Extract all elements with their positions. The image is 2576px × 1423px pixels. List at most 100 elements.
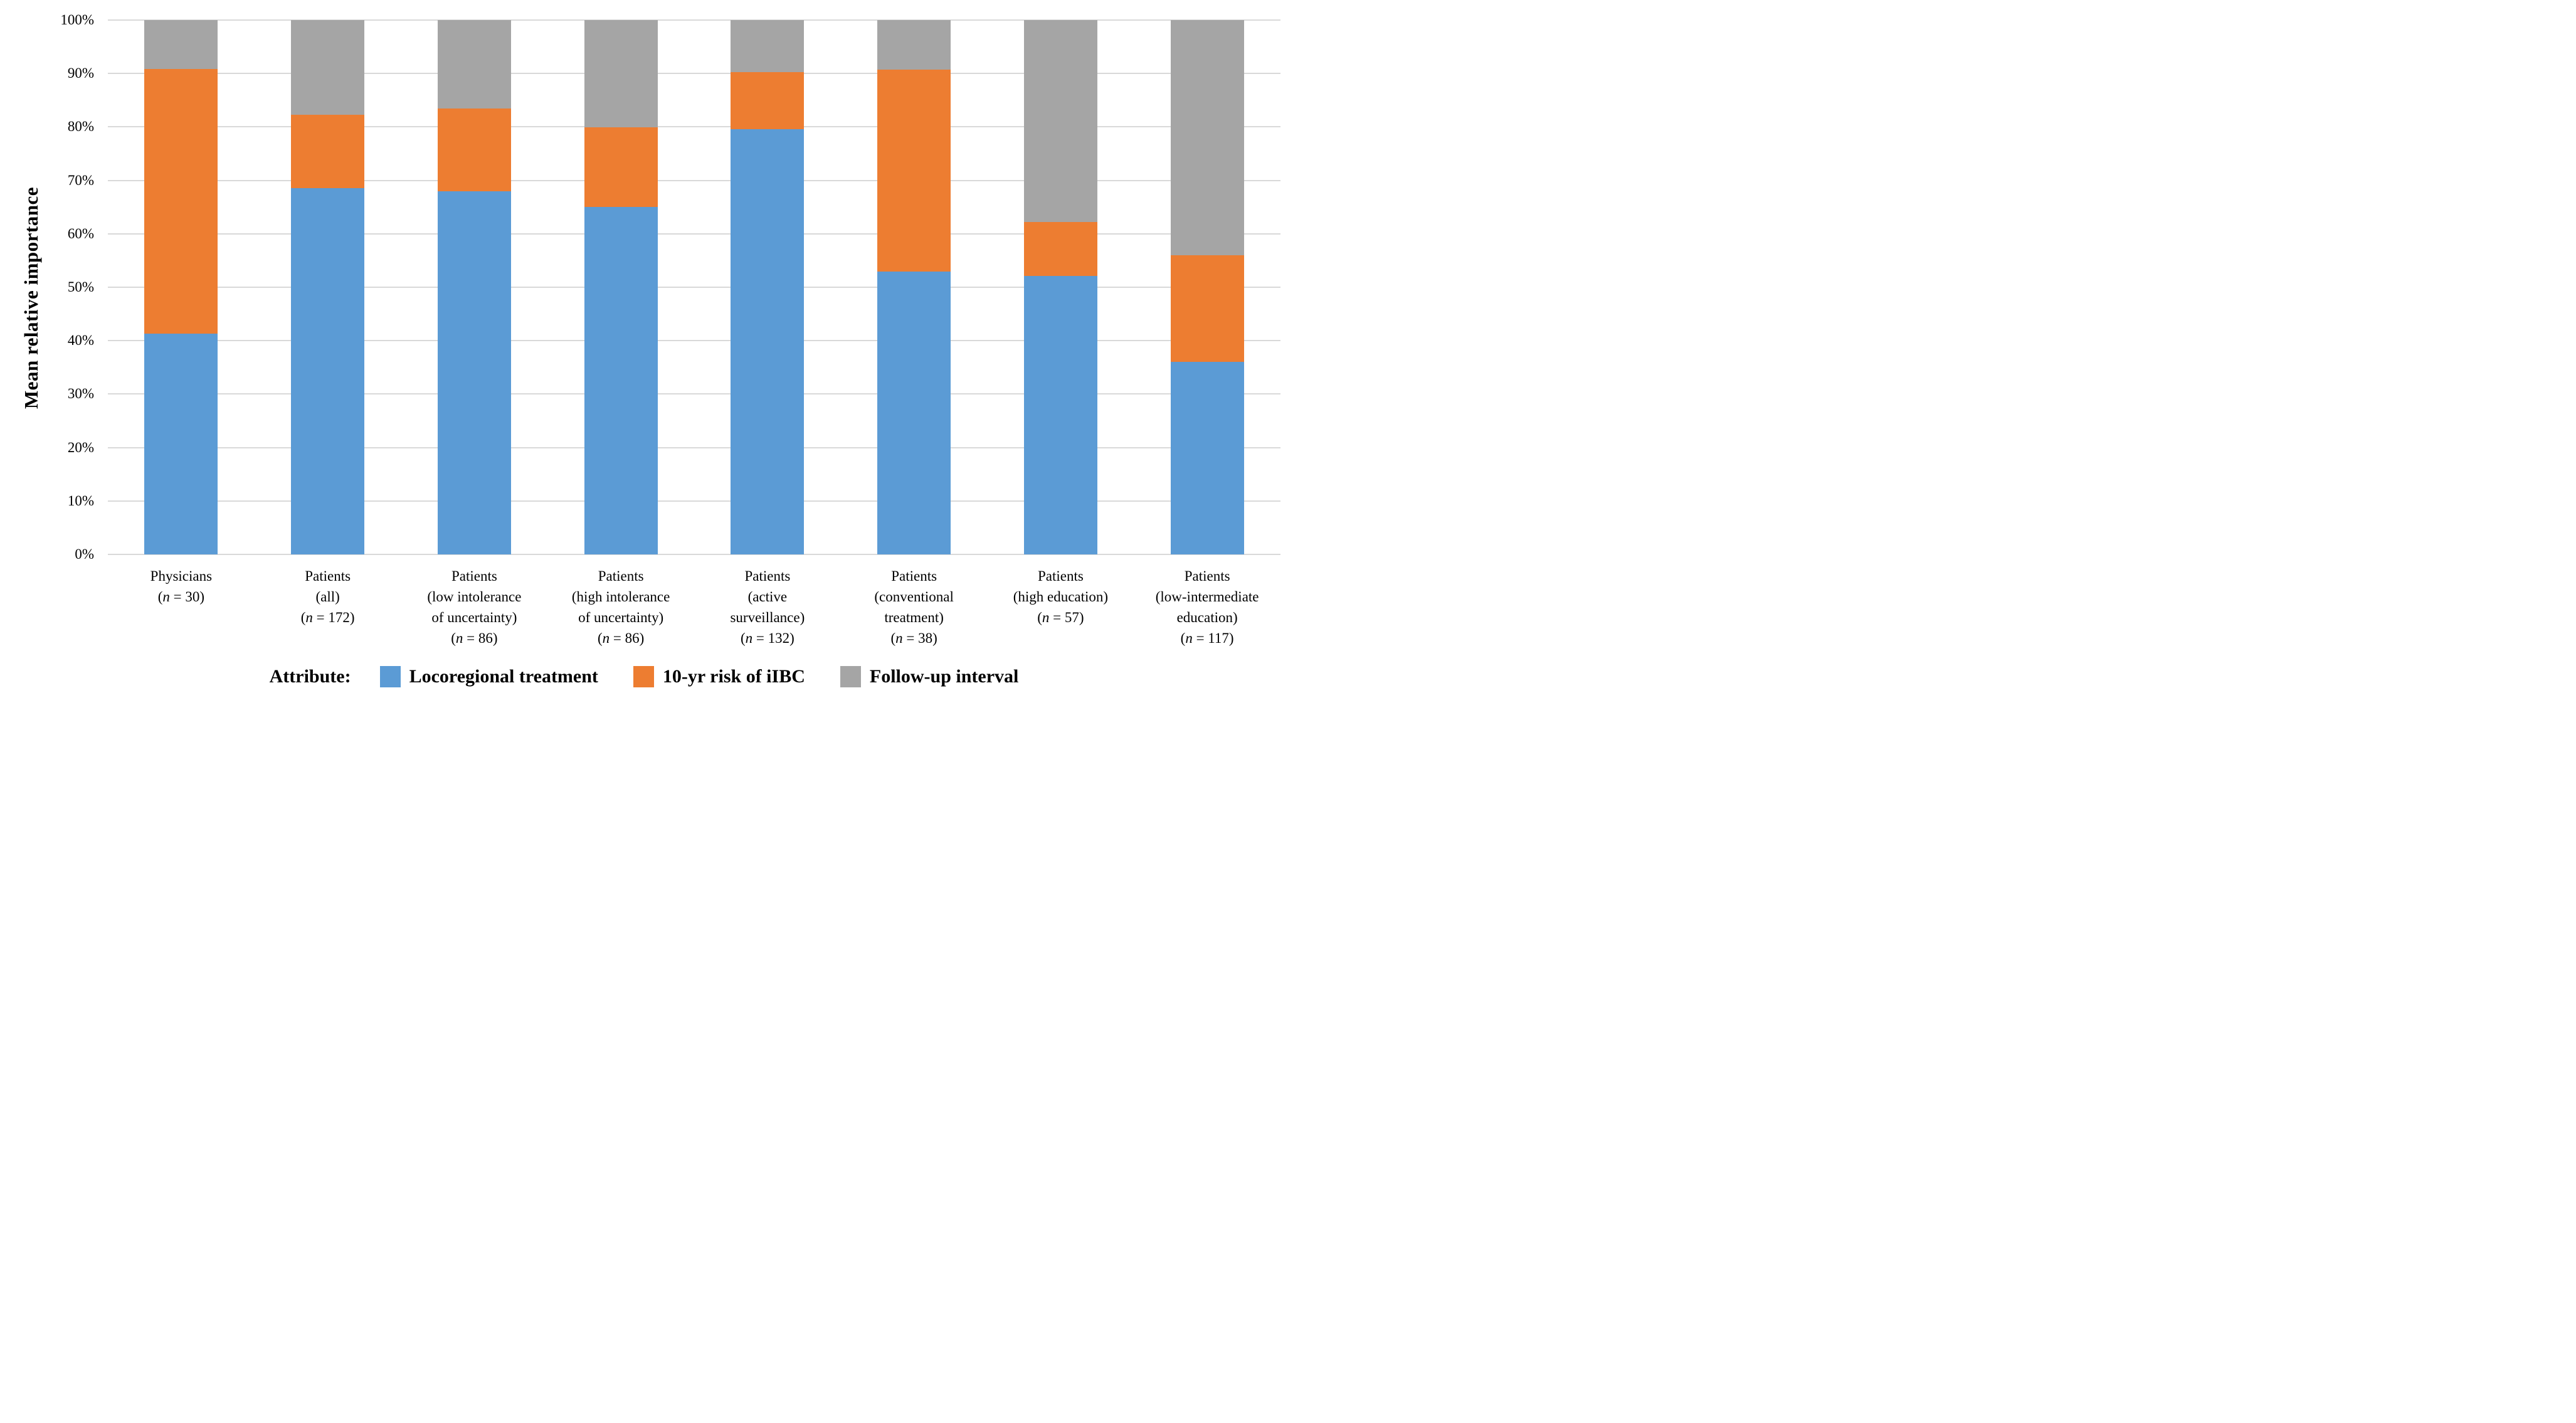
x-axis-label-line: (high education) xyxy=(1013,589,1109,605)
y-tick-label: 100% xyxy=(60,12,94,28)
bar-segment xyxy=(144,69,218,334)
x-axis-label: Patients (conventional treatment) (n = 38) xyxy=(841,566,988,648)
x-axis-label-line: (n = 38) xyxy=(890,630,937,646)
legend-swatch xyxy=(379,666,401,687)
x-axis-label-line: Patients xyxy=(305,568,351,584)
bar-column xyxy=(1134,20,1280,554)
stacked-bar xyxy=(877,20,951,554)
stacked-bar-chart-figure: Mean relative importance 0% 10% 20% 30% 40% 5… xyxy=(0,0,1288,711)
bar-segment xyxy=(437,108,511,191)
bar-segment xyxy=(144,334,218,554)
legend-item: Locoregional treatment xyxy=(379,666,598,687)
bar-column xyxy=(547,20,694,554)
x-axis-label-line: (high intolerance xyxy=(571,589,670,605)
x-axis-label-line: (n = 86) xyxy=(597,630,645,646)
plot-area: 0% 10% 20% 30% 40% 50% 60% 70% 80% 90% 100% xyxy=(60,12,1280,562)
y-tick-label: 30% xyxy=(67,386,94,402)
x-axis-label-line: (n = 172) xyxy=(300,610,355,625)
bar-segment xyxy=(584,207,658,554)
bar-column xyxy=(255,20,401,554)
gridline xyxy=(108,73,1280,75)
stacked-bar xyxy=(731,20,805,554)
y-tick-label: 20% xyxy=(67,439,94,455)
legend-title: Attribute: xyxy=(269,666,351,687)
stacked-bar xyxy=(144,20,218,554)
y-axis-title: Mean relative importance xyxy=(20,186,42,410)
bar-segment xyxy=(584,127,658,208)
y-tick-label: 0% xyxy=(75,546,94,562)
stacked-bar xyxy=(437,20,511,554)
x-axis-label-line: Patients xyxy=(451,568,497,584)
legend-item: 10-yr risk of iIBC xyxy=(633,666,805,687)
gridline xyxy=(108,340,1280,342)
legend: Attribute: Locoregional treatment 10-yr r… xyxy=(0,666,1288,687)
legend-item: Follow-up interval xyxy=(840,666,1019,687)
x-axis-label-line: Physicians xyxy=(150,568,213,584)
y-tick-label: 70% xyxy=(67,172,94,188)
bar-segment xyxy=(877,70,951,272)
bars-layer xyxy=(108,20,1280,554)
bar-segment xyxy=(437,191,511,554)
bar-segment xyxy=(1170,20,1244,255)
bar-segment xyxy=(144,20,218,70)
x-axis-label: Patients (active surveillance) (n = 132) xyxy=(694,566,841,648)
x-axis-label-line: education) xyxy=(1176,610,1238,625)
stacked-bar xyxy=(291,20,365,554)
y-tick-label: 80% xyxy=(67,119,94,135)
bar-column xyxy=(694,20,841,554)
x-axis-label-line: (conventional xyxy=(874,589,954,605)
bar-segment xyxy=(731,20,805,72)
bar-column xyxy=(988,20,1134,554)
x-axis-label-line: surveillance) xyxy=(730,610,805,625)
bar-segment xyxy=(1023,222,1097,277)
bar-segment xyxy=(291,20,365,115)
x-axis-label-line: (active xyxy=(747,589,788,605)
stacked-bar xyxy=(1023,20,1097,554)
bar-segment xyxy=(731,129,805,554)
stacked-bar xyxy=(1170,20,1244,554)
bar-segment xyxy=(291,188,365,554)
bar-segment xyxy=(1170,255,1244,362)
legend-label: Locoregional treatment xyxy=(409,666,598,687)
bar-segment xyxy=(877,272,951,554)
x-axis-label-line: (n = 30) xyxy=(157,589,205,605)
x-axis-label-line: (n = 57) xyxy=(1037,610,1084,625)
x-axis-label-line: Patients xyxy=(598,568,644,584)
x-axis-label-line: Patients xyxy=(1184,568,1230,584)
x-axis-label-line: of uncertainty) xyxy=(578,610,664,625)
bar-segment xyxy=(1023,276,1097,554)
legend-label: 10-yr risk of iIBC xyxy=(662,666,805,687)
x-axis-label-line: Patients xyxy=(744,568,791,584)
gridline xyxy=(108,447,1280,448)
gridline xyxy=(108,554,1280,555)
x-axis-label-line: (all) xyxy=(315,589,340,605)
bar-column xyxy=(401,20,548,554)
y-tick-label: 40% xyxy=(67,332,94,349)
x-axis-label: Patients (high education) (n = 57) xyxy=(988,566,1134,648)
legend-items: Locoregional treatment 10-yr risk of iIBC… xyxy=(379,666,1019,687)
x-axis-label: Patients (all) (n = 172) xyxy=(255,566,401,648)
bar-segment xyxy=(1170,362,1244,554)
x-axis-label-line: Patients xyxy=(891,568,937,584)
gridline xyxy=(108,19,1280,21)
gridline xyxy=(108,500,1280,502)
legend-label: Follow-up interval xyxy=(869,666,1019,687)
x-axis-label: Physicians (n = 30) xyxy=(108,566,255,648)
bar-column xyxy=(108,20,255,554)
x-axis-label: Patients (high intolerance of uncertainty)… xyxy=(547,566,694,648)
x-axis-label-line: (low intolerance xyxy=(427,589,522,605)
legend-swatch xyxy=(840,666,861,687)
gridline xyxy=(108,393,1280,395)
gridline xyxy=(108,179,1280,181)
y-tick-label: 90% xyxy=(67,65,94,82)
bar-segment xyxy=(731,71,805,129)
bar-segment xyxy=(877,20,951,70)
x-axis-label-line: (n = 132) xyxy=(740,630,794,646)
bar-column xyxy=(841,20,988,554)
bar-segment xyxy=(291,114,365,188)
bar-segment xyxy=(584,20,658,128)
x-axis-labels: Physicians (n = 30) Patients (all) (n = 172)… xyxy=(108,566,1280,648)
y-tick-label: 60% xyxy=(67,225,94,241)
x-axis-label: Patients (low intolerance of uncertainty) (… xyxy=(401,566,548,648)
gridline xyxy=(108,126,1280,128)
